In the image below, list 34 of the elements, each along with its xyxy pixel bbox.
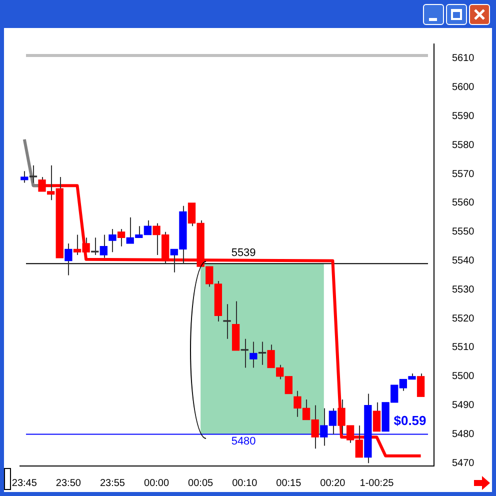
- x-tick-label: 00:05: [188, 478, 214, 489]
- x-tick-label: 23:55: [100, 478, 126, 489]
- x-tick-label: 23:45: [12, 478, 38, 489]
- y-tick-label: 5500: [452, 371, 475, 382]
- ref-line-label: 5480: [231, 436, 256, 448]
- candlestick: [108, 228, 116, 253]
- y-tick-label: 5480: [452, 428, 475, 440]
- y-tick-label: 5600: [452, 82, 475, 94]
- x-tick-label: 00:10: [232, 478, 258, 489]
- y-tick-label: 5470: [452, 458, 475, 469]
- y-tick-label: 5510: [452, 342, 475, 354]
- y-tick-label: 5530: [452, 284, 475, 296]
- x-tick-label: 1-00:25: [360, 478, 394, 489]
- y-tick-label: 5550: [452, 226, 475, 238]
- x-tick-label: 00:15: [276, 478, 302, 489]
- candlestick: [64, 242, 72, 276]
- y-tick-label: 5580: [452, 140, 475, 151]
- candlestick: [416, 373, 425, 398]
- candlestick: [372, 402, 381, 432]
- y-tick-label: 5540: [452, 256, 475, 267]
- y-tick-label: 5610: [452, 53, 475, 64]
- y-tick-label: 5520: [452, 313, 475, 324]
- ref-line-label: 5539: [231, 247, 256, 260]
- candlestick: [223, 304, 231, 340]
- y-tick-label: 5570: [452, 168, 475, 180]
- annotation: $0.59: [394, 413, 426, 428]
- candlestick: [117, 228, 126, 247]
- candlestick: [29, 164, 38, 184]
- x-tick-label: 00:00: [144, 478, 170, 489]
- y-tick-label: 5560: [452, 198, 475, 209]
- x-tick-label: 23:50: [56, 478, 82, 489]
- y-tick-label: 5590: [452, 111, 475, 122]
- x-tick-label: 00:20: [320, 478, 346, 489]
- y-tick-label: 5490: [452, 400, 475, 412]
